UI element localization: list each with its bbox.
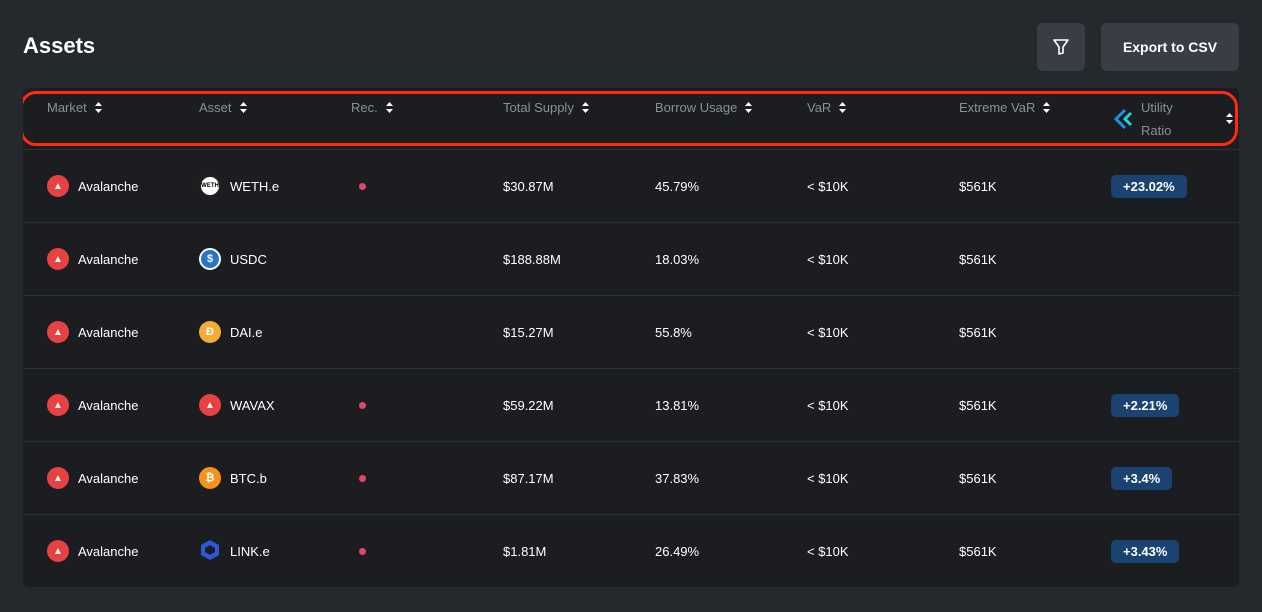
column-label: VaR [807,100,832,115]
utility-ratio-badge: +23.02% [1111,174,1187,198]
borrow-usage: 18.03% [655,251,700,267]
sort-icon [581,102,589,113]
asset-name: USDC [230,251,267,267]
borrow-usage: 26.49% [655,543,700,559]
borrow-usage: 13.81% [655,397,700,413]
total-supply: $15.27M [503,324,554,340]
borrow-usage: 45.79% [655,178,700,194]
market-name: Avalanche [78,543,139,559]
extreme-var-value: $561K [959,397,997,413]
var-value: < $10K [807,251,849,267]
sort-icon [94,102,102,113]
var-value: < $10K [807,178,849,194]
column-label: Total Supply [503,100,574,115]
column-label: Borrow Usage [655,100,738,115]
column-label: Market [47,100,87,115]
sort-icon [1226,112,1233,124]
table-row[interactable]: ▲ Avalanche ▲ WAVAX $59.22M 13.81% < $10K … [23,369,1239,442]
column-header-asset[interactable]: Asset [199,100,247,115]
assets-table: Market Asset Rec. Total Supply Borrow Usage V… [23,88,1239,587]
column-label: Ratio [1141,123,1172,138]
table-row[interactable]: ▲ Avalanche LINK.e $1.81M 26.49% < $10K $… [23,515,1239,587]
market-name: Avalanche [78,397,139,413]
market-name: Avalanche [78,470,139,486]
usdc-icon: $ [199,248,221,270]
filter-button[interactable] [1037,23,1085,71]
utility-ratio-badge: +2.21% [1111,393,1180,417]
column-header-total-supply[interactable]: Total Supply [503,100,589,115]
extreme-var-value: $561K [959,324,997,340]
dai-icon: Đ [199,321,221,343]
column-header-var[interactable]: VaR [807,100,847,115]
column-header-utility-ratio[interactable]: Utility Ratio [1111,96,1233,142]
sort-icon [745,102,753,113]
asset-name: BTC.b [230,470,267,486]
table-row[interactable]: ▲ Avalanche $ USDC $188.88M 18.03% < $10K … [23,223,1239,296]
export-csv-button[interactable]: Export to CSV [1101,23,1239,71]
filter-icon [1053,39,1069,55]
column-header-extreme-var[interactable]: Extreme VaR [959,100,1051,115]
sort-icon [385,102,393,113]
table-header: Market Asset Rec. Total Supply Borrow Usage V… [23,88,1239,150]
link-icon [199,539,221,564]
avalanche-icon: ▲ [47,467,69,489]
var-value: < $10K [807,397,849,413]
sort-icon [239,102,247,113]
market-name: Avalanche [78,324,139,340]
total-supply: $1.81M [503,543,547,559]
asset-name: LINK.e [230,543,270,559]
asset-name: WAVAX [230,397,275,413]
avalanche-icon: ▲ [47,248,69,270]
recommendation-dot [359,547,366,555]
avalanche-icon: ▲ [47,321,69,343]
extreme-var-value: $561K [959,543,997,559]
total-supply: $87.17M [503,470,554,486]
recommendation-dot [359,474,366,482]
borrow-usage: 55.8% [655,324,692,340]
column-header-market[interactable]: Market [47,100,102,115]
column-label: Asset [199,100,232,115]
market-name: Avalanche [78,178,139,194]
utility-logo-icon [1113,108,1133,130]
extreme-var-value: $561K [959,470,997,486]
avax-icon: ▲ [199,394,221,416]
recommendation-dot [359,182,366,190]
page-title: Assets [23,33,96,58]
table-row[interactable]: ▲ Avalanche WETH WETH.e $30.87M 45.79% < $… [23,150,1239,223]
table-row[interactable]: ▲ Avalanche ₿ BTC.b $87.17M 37.83% < $10K … [23,442,1239,515]
var-value: < $10K [807,470,849,486]
extreme-var-value: $561K [959,251,997,267]
asset-name: DAI.e [230,324,263,340]
sort-icon [1043,102,1051,113]
recommendation-dot [359,401,366,409]
btc-icon: ₿ [199,467,221,489]
column-label: Rec. [351,100,378,115]
table-row[interactable]: ▲ Avalanche Đ DAI.e $15.27M 55.8% < $10K $… [23,296,1239,369]
column-label: Utility [1141,100,1173,115]
total-supply: $59.22M [503,397,554,413]
column-label: Extreme VaR [959,100,1036,115]
weth-icon: WETH [199,175,221,197]
avalanche-icon: ▲ [47,175,69,197]
asset-name: WETH.e [230,178,280,194]
utility-ratio-badge: +3.4% [1111,466,1173,490]
avalanche-icon: ▲ [47,394,69,416]
borrow-usage: 37.83% [655,470,700,486]
column-header-rec[interactable]: Rec. [351,100,393,115]
column-header-borrow-usage[interactable]: Borrow Usage [655,100,753,115]
total-supply: $188.88M [503,251,561,267]
total-supply: $30.87M [503,178,554,194]
var-value: < $10K [807,543,849,559]
market-name: Avalanche [78,251,139,267]
utility-ratio-badge: +3.43% [1111,539,1180,563]
var-value: < $10K [807,324,849,340]
avalanche-icon: ▲ [47,540,69,562]
extreme-var-value: $561K [959,178,997,194]
sort-icon [839,102,847,113]
